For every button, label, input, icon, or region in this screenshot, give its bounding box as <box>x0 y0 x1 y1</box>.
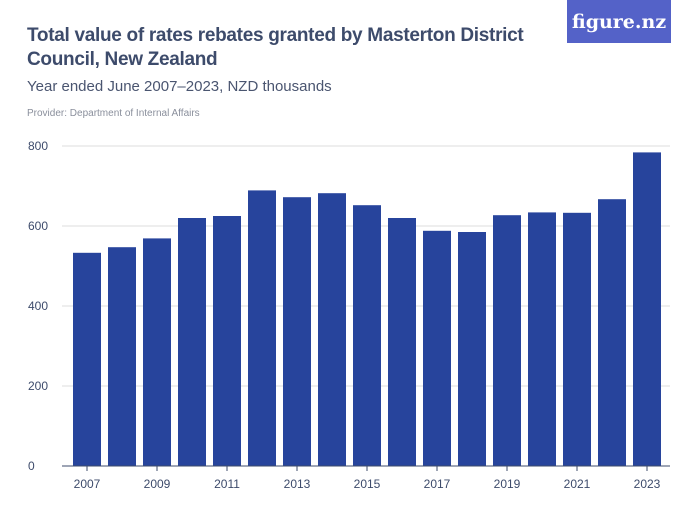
bar-2017 <box>423 230 451 466</box>
y-tick-label: 0 <box>28 459 35 473</box>
bar-2018 <box>458 232 486 466</box>
bar-2023 <box>633 152 661 466</box>
bar-2008 <box>108 247 136 466</box>
chart-title: Total value of rates rebates granted by … <box>27 25 524 70</box>
x-tick-label: 2015 <box>354 477 381 491</box>
bar-2012 <box>248 190 276 466</box>
y-tick-label: 400 <box>28 299 48 313</box>
provider-text: Provider: Department of Internal Affairs <box>27 108 200 119</box>
bar-2013 <box>283 197 311 466</box>
chart-subtitle: Year ended June 2007–2023, NZD thousands <box>27 78 332 95</box>
y-tick-label: 200 <box>28 379 48 393</box>
bar-2022 <box>598 199 626 466</box>
bar-2020 <box>528 212 556 466</box>
bar-2014 <box>318 193 346 466</box>
x-tick-label: 2007 <box>74 477 101 491</box>
x-tick-label: 2009 <box>144 477 171 491</box>
bar-2015 <box>353 205 381 466</box>
bar-2007 <box>73 252 101 466</box>
y-tick-label: 800 <box>28 139 48 153</box>
bar-2019 <box>493 215 521 466</box>
bar-2009 <box>143 238 171 466</box>
bar-2016 <box>388 218 416 466</box>
x-tick-label: 2013 <box>284 477 311 491</box>
y-tick-label: 600 <box>28 219 48 233</box>
x-tick-label: 2023 <box>634 477 661 491</box>
x-tick-label: 2021 <box>564 477 591 491</box>
x-tick-label: 2019 <box>494 477 521 491</box>
x-tick-label: 2011 <box>214 477 240 491</box>
bar-2011 <box>213 216 241 466</box>
figure-nz-logo[interactable]: figure.nz <box>567 0 671 43</box>
bar-2010 <box>178 218 206 466</box>
x-tick-label: 2017 <box>424 477 451 491</box>
bar-2021 <box>563 212 591 466</box>
